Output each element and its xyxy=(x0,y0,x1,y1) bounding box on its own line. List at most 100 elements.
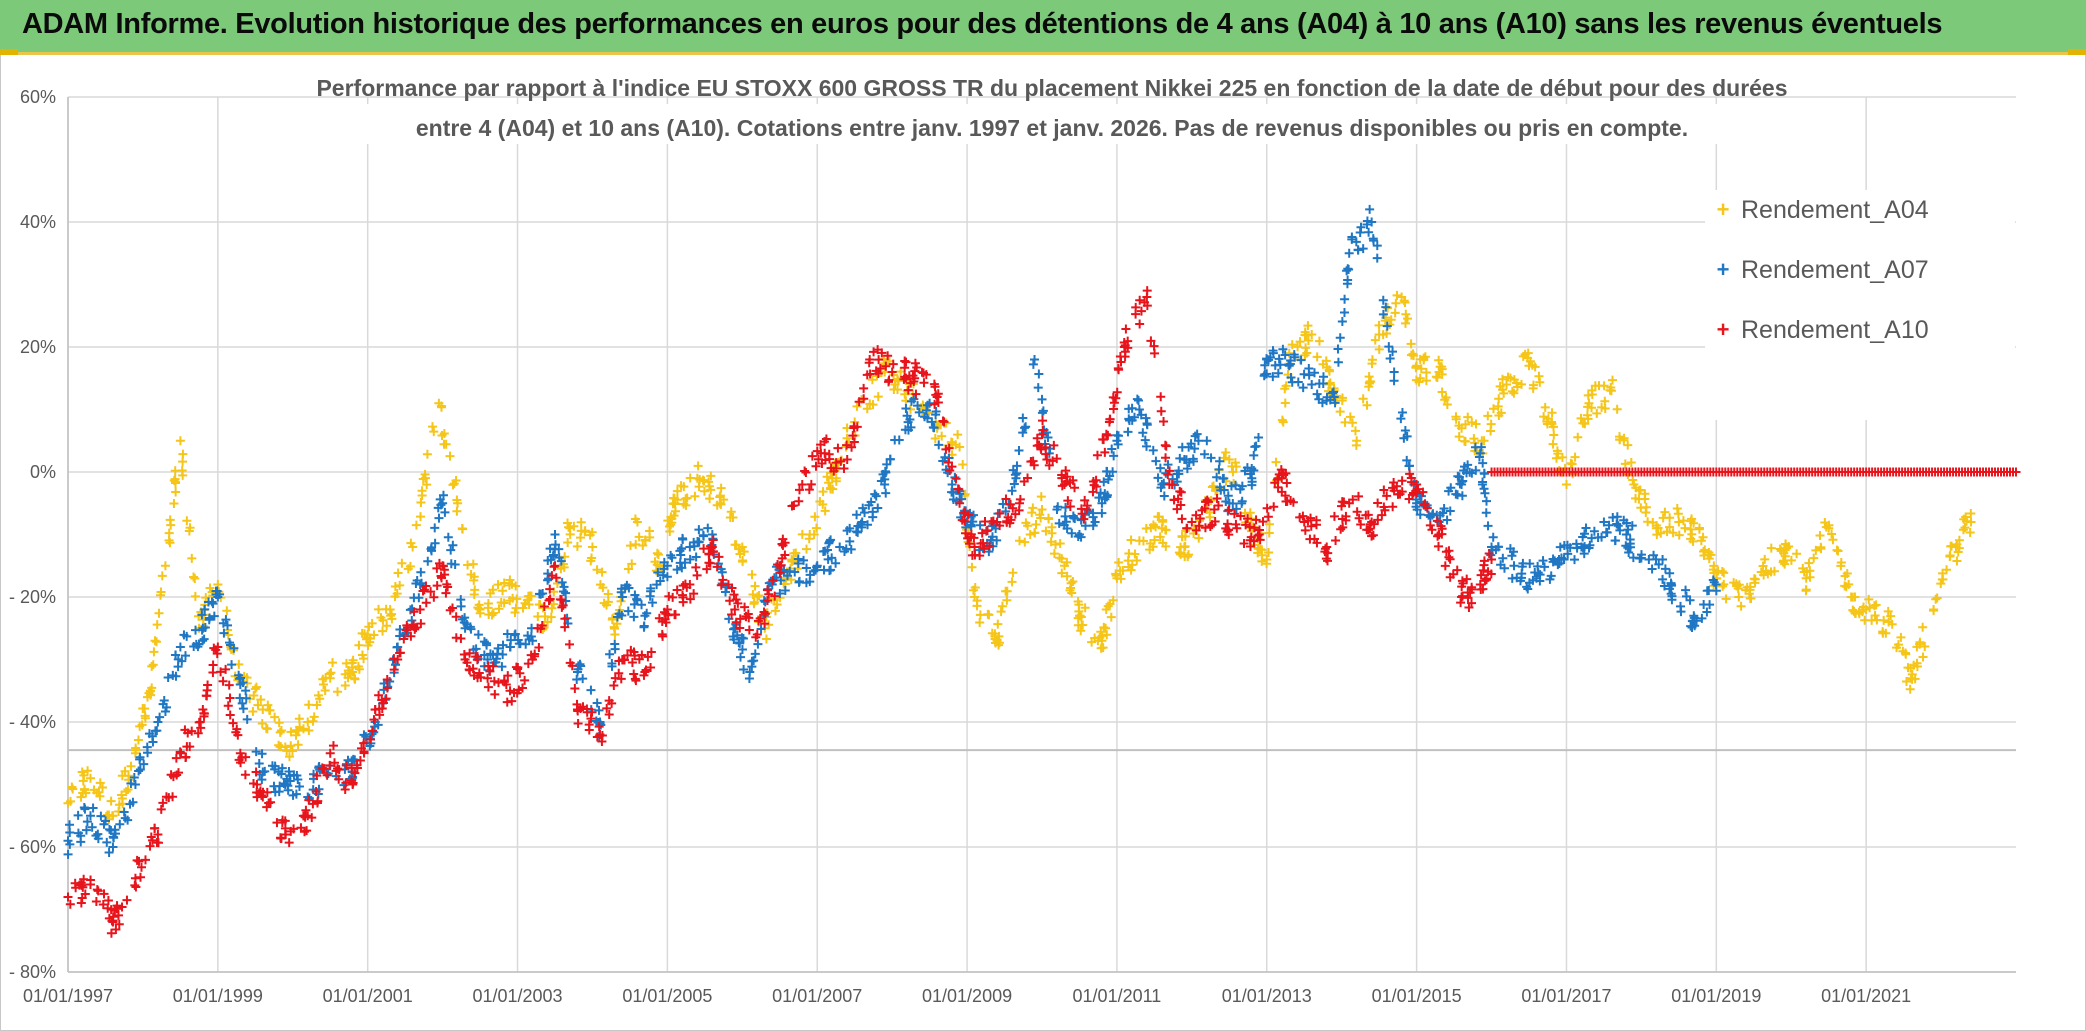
point-rendement-a10 xyxy=(1323,556,1333,566)
point-rendement-a07 xyxy=(1018,428,1028,438)
point-rendement-a10 xyxy=(881,361,891,371)
point-rendement-a04 xyxy=(1149,535,1159,545)
point-rendement-a04 xyxy=(1828,535,1838,545)
point-rendement-a10 xyxy=(586,714,596,724)
point-rendement-a04 xyxy=(1848,605,1858,615)
point-rendement-a04 xyxy=(190,591,200,601)
point-rendement-a07 xyxy=(1612,512,1622,522)
point-rendement-a04 xyxy=(1036,492,1046,502)
point-rendement-a10 xyxy=(147,835,157,845)
point-rendement-a07 xyxy=(1658,574,1668,584)
point-rendement-a04 xyxy=(189,572,199,582)
point-rendement-a04 xyxy=(761,634,771,644)
point-rendement-a04 xyxy=(1148,520,1158,530)
point-rendement-a04 xyxy=(1620,459,1630,469)
point-rendement-a04 xyxy=(487,610,497,620)
point-rendement-a07 xyxy=(790,567,800,577)
point-rendement-a04 xyxy=(737,542,747,552)
point-rendement-a04 xyxy=(1494,410,1504,420)
point-rendement-a04 xyxy=(546,612,556,622)
point-rendement-a07 xyxy=(400,629,410,639)
point-rendement-a07 xyxy=(102,837,112,847)
point-rendement-a04 xyxy=(1035,510,1045,520)
point-rendement-a10 xyxy=(203,680,213,690)
point-rendement-a04 xyxy=(1463,412,1473,422)
point-rendement-a10 xyxy=(483,682,493,692)
point-rendement-a10 xyxy=(689,589,699,599)
point-rendement-a07 xyxy=(1018,413,1028,423)
point-rendement-a10 xyxy=(865,355,875,364)
point-rendement-a07 xyxy=(528,636,538,646)
point-rendement-a04 xyxy=(1905,684,1915,694)
point-rendement-a10 xyxy=(731,594,741,604)
point-rendement-a04 xyxy=(257,719,267,729)
point-rendement-a04 xyxy=(791,548,801,558)
point-rendement-a04 xyxy=(994,631,1004,641)
point-rendement-a04 xyxy=(547,603,557,613)
point-rendement-a10 xyxy=(325,760,335,770)
point-rendement-a10 xyxy=(1236,511,1246,521)
point-rendement-a10 xyxy=(900,363,910,373)
point-rendement-a10 xyxy=(725,596,735,606)
point-rendement-a07 xyxy=(1384,342,1394,352)
point-rendement-a10 xyxy=(131,882,141,892)
point-rendement-a07 xyxy=(880,474,890,484)
point-rendement-a04 xyxy=(1634,494,1644,504)
point-rendement-a10 xyxy=(1487,555,1497,564)
point-rendement-a10 xyxy=(201,691,211,701)
point-rendement-a10 xyxy=(93,886,103,896)
point-rendement-a10 xyxy=(1120,352,1130,362)
point-rendement-a04 xyxy=(1434,355,1444,365)
point-rendement-a10 xyxy=(1457,576,1467,586)
point-rendement-a10 xyxy=(797,480,807,489)
point-rendement-a04 xyxy=(1314,336,1324,346)
point-rendement-a07 xyxy=(610,639,620,649)
point-rendement-a07 xyxy=(1124,416,1134,426)
point-rendement-a07 xyxy=(561,588,571,598)
point-rendement-a07 xyxy=(853,527,863,537)
point-rendement-a07 xyxy=(1559,554,1569,564)
point-rendement-a04 xyxy=(89,785,99,795)
y-tick-label: - 40% xyxy=(9,712,56,732)
point-rendement-a10 xyxy=(646,663,656,673)
point-rendement-a07 xyxy=(607,658,617,668)
point-rendement-a04 xyxy=(106,796,116,806)
point-rendement-a04 xyxy=(1419,355,1429,365)
point-rendement-a04 xyxy=(276,726,286,736)
point-rendement-a07 xyxy=(906,396,916,406)
point-rendement-a10 xyxy=(839,464,849,474)
point-rendement-a07 xyxy=(1397,408,1407,418)
point-rendement-a10 xyxy=(842,455,852,464)
point-rendement-a10 xyxy=(1142,301,1152,311)
point-rendement-a10 xyxy=(451,612,461,622)
point-rendement-a10 xyxy=(573,706,583,716)
point-rendement-a04 xyxy=(704,481,714,491)
point-rendement-a07 xyxy=(642,608,652,618)
point-rendement-a04 xyxy=(1840,581,1850,591)
point-rendement-a04 xyxy=(572,541,582,551)
point-rendement-a07 xyxy=(1094,493,1104,503)
point-rendement-a04 xyxy=(1540,402,1550,412)
point-rendement-a10 xyxy=(1205,522,1215,532)
point-rendement-a04 xyxy=(1929,606,1939,616)
point-rendement-a07 xyxy=(473,630,483,640)
point-rendement-a04 xyxy=(1781,539,1791,549)
point-rendement-a04 xyxy=(937,431,947,441)
point-rendement-a10 xyxy=(1339,497,1349,507)
point-rendement-a04 xyxy=(1066,583,1076,593)
point-rendement-a04 xyxy=(1801,585,1811,595)
point-rendement-a04 xyxy=(171,478,181,488)
point-rendement-a07 xyxy=(1109,451,1119,461)
point-rendement-a04 xyxy=(1414,377,1424,387)
point-rendement-a10 xyxy=(1200,503,1210,513)
point-rendement-a10 xyxy=(794,496,804,506)
point-rendement-a07 xyxy=(1038,406,1048,416)
point-rendement-a10 xyxy=(877,348,887,358)
point-rendement-a07 xyxy=(694,537,704,547)
point-rendement-a10 xyxy=(1091,482,1101,492)
point-rendement-a07 xyxy=(801,563,811,573)
point-rendement-a04 xyxy=(1493,401,1503,411)
point-rendement-a10 xyxy=(213,642,223,652)
point-rendement-a07 xyxy=(1138,428,1148,438)
point-rendement-a10 xyxy=(1405,469,1415,479)
